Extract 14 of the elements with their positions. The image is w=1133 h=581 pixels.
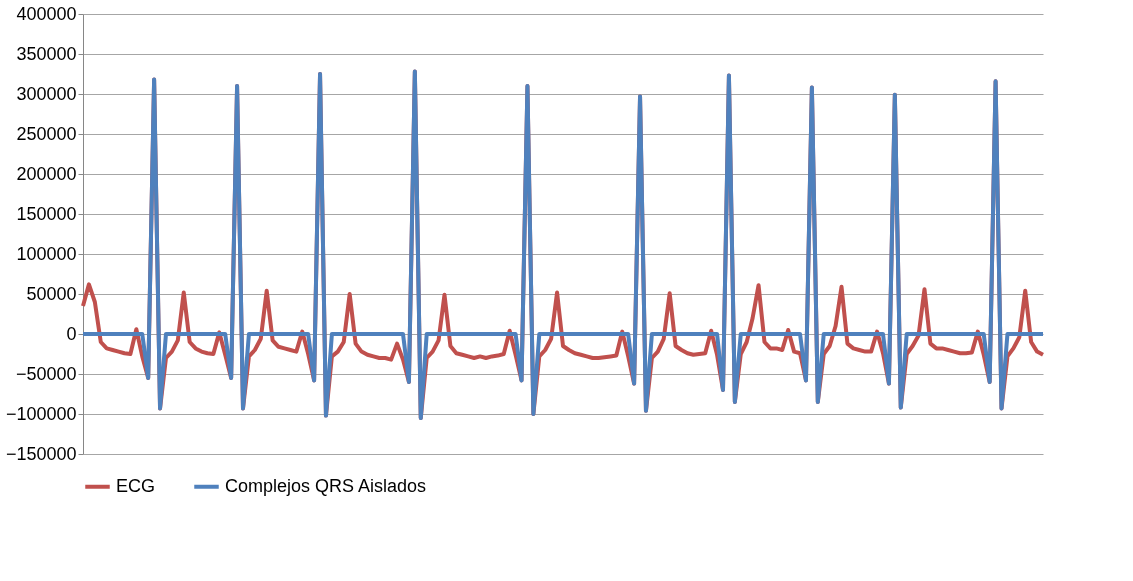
y-tick-label: 50000 [26, 283, 77, 304]
legend-label: Complejos QRS Aislados [225, 475, 427, 496]
y-tick-label: −150000 [5, 443, 77, 464]
y-tick-label: −100000 [5, 403, 77, 424]
y-tick-label: −50000 [15, 363, 77, 384]
y-tick-label: 150000 [16, 203, 77, 224]
legend-label: ECG [116, 475, 156, 496]
y-tick-label: 300000 [16, 83, 77, 104]
y-tick-label: 250000 [16, 123, 77, 144]
y-tick-label: 0 [66, 323, 77, 344]
y-tick-label: 100000 [16, 243, 77, 264]
y-tick-label: 350000 [16, 43, 77, 64]
y-tick-label: 200000 [16, 163, 77, 184]
y-tick-label: 400000 [16, 3, 77, 24]
